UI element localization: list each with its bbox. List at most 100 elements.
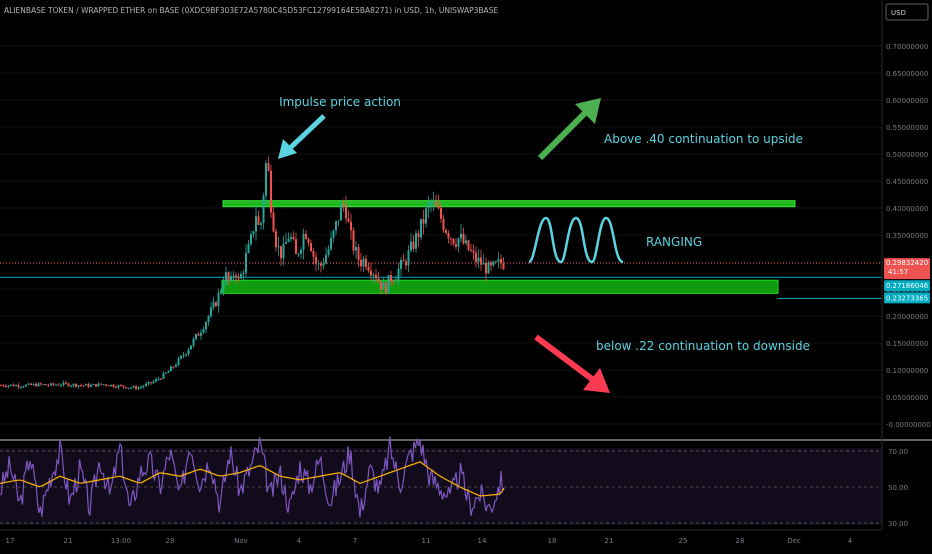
y-tick-label: 0.20000000	[886, 313, 928, 321]
rsi-axis[interactable]: 70.00 50.00 30.00	[888, 448, 908, 528]
candle	[322, 257, 325, 270]
candle	[122, 385, 125, 389]
candle	[135, 384, 137, 391]
support-zone[interactable]	[221, 279, 779, 294]
candle	[172, 366, 175, 369]
candle	[150, 382, 152, 386]
candle	[365, 254, 367, 271]
candle	[405, 258, 407, 270]
candle	[212, 297, 215, 311]
candle	[272, 205, 275, 233]
candle	[472, 244, 475, 261]
x-tick-label: 28	[736, 537, 745, 545]
candle	[470, 243, 472, 253]
candle	[222, 276, 225, 296]
candle	[300, 247, 302, 259]
candle	[80, 383, 82, 387]
candle	[165, 372, 167, 374]
below-annotation: below .22 continuation to downside	[596, 339, 810, 353]
rsi-tick-label: 70.00	[888, 448, 908, 456]
x-tick-label: 11	[422, 537, 431, 545]
candle	[427, 196, 430, 219]
candle	[355, 240, 357, 259]
candle	[502, 257, 505, 271]
candle	[380, 281, 382, 295]
x-tick-label: 18	[548, 537, 557, 545]
candle	[197, 332, 200, 336]
currency-button[interactable]: USD	[885, 3, 929, 21]
candle	[280, 246, 282, 267]
candle	[160, 377, 162, 380]
y-tick-label: 0.70000000	[886, 43, 928, 51]
candle	[465, 235, 467, 246]
candle	[47, 383, 50, 387]
candle	[217, 288, 220, 313]
time-axis[interactable]: 17 21 13:00 28 Nov 4 7 11 14 18 21 25 28 Dec 4	[6, 537, 853, 545]
candle	[307, 237, 310, 247]
candle	[432, 191, 435, 212]
candle	[75, 383, 77, 388]
candle	[232, 271, 235, 281]
candle	[382, 278, 385, 290]
candle	[500, 254, 502, 270]
ranging-wave-drawing	[527, 216, 624, 264]
candle	[147, 380, 150, 386]
candle	[435, 194, 437, 207]
y-tick-label: 0.05000000	[886, 394, 928, 402]
candle	[177, 356, 180, 367]
candle	[117, 384, 120, 390]
candle	[125, 386, 127, 389]
downside-arrow-icon	[534, 334, 610, 393]
candle	[485, 257, 487, 282]
candle	[325, 247, 327, 265]
candle	[185, 353, 187, 358]
candle	[310, 239, 312, 252]
candle	[22, 385, 25, 389]
candle	[312, 248, 315, 265]
y-tick-label: -0.00000000	[886, 421, 931, 429]
candle	[25, 384, 27, 387]
candle	[320, 261, 322, 273]
above-annotation: Above .40 continuation to upside	[604, 132, 803, 146]
candle	[450, 237, 452, 246]
candle	[352, 227, 355, 255]
candle	[317, 260, 320, 270]
support-top-badge: 0.27186046	[884, 280, 930, 292]
x-tick-label: 28	[166, 537, 175, 545]
candle	[180, 355, 182, 360]
candle	[115, 385, 117, 389]
candle	[17, 383, 20, 390]
candle	[285, 233, 287, 245]
candle	[327, 245, 330, 258]
candle	[362, 255, 365, 272]
candle	[32, 383, 35, 386]
candle	[65, 381, 67, 385]
candle	[275, 228, 277, 252]
candle	[12, 383, 15, 387]
candle	[340, 201, 342, 221]
candle	[260, 221, 262, 231]
svg-text:0.23273365: 0.23273365	[886, 294, 928, 302]
candle	[127, 387, 130, 390]
candle	[282, 235, 285, 266]
price-axis[interactable]: 0.70000000 0.65000000 0.60000000 0.55000000…	[886, 43, 931, 429]
candle	[250, 230, 252, 247]
candle	[270, 164, 272, 219]
candle	[200, 328, 202, 340]
candle	[92, 383, 95, 386]
candle	[187, 347, 190, 357]
candle	[395, 275, 397, 282]
candle	[87, 382, 90, 389]
candle	[40, 382, 42, 386]
resistance-band[interactable]	[222, 200, 796, 208]
rsi-tick-label: 50.00	[888, 484, 908, 492]
candle	[102, 384, 105, 386]
candle	[215, 300, 217, 308]
candle	[220, 288, 222, 296]
current-price-badge: 0.29832420 41:57	[884, 258, 930, 280]
x-tick-label: 7	[353, 537, 357, 545]
candle	[10, 384, 12, 387]
candle	[345, 195, 347, 224]
